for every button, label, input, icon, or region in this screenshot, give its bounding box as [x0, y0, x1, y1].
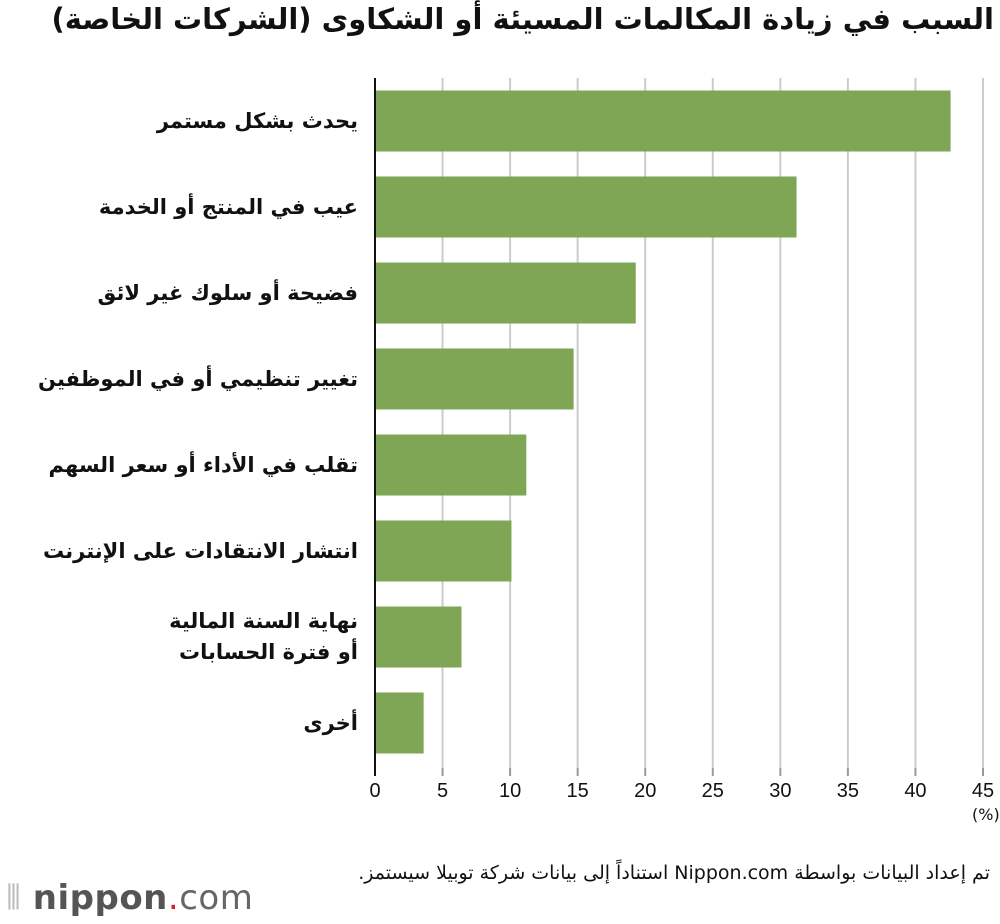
category-label: تقلب في الأداء أو سعر السهم	[48, 452, 358, 477]
x-tick-label: 35	[837, 780, 859, 800]
category-label: عيب في المنتج أو الخدمة	[98, 194, 358, 219]
bar	[375, 606, 462, 668]
bar-chart: 0 5 10 15 20 25 30 35 40 45	[369, 78, 994, 800]
bar	[375, 262, 636, 324]
bar	[375, 90, 951, 152]
category-label: تغيير تنظيمي أو في الموظفين	[38, 366, 358, 391]
bar	[375, 692, 424, 754]
category-label: أخرى	[303, 710, 358, 735]
chart-title: السبب في زيادة المكالمات المسيئة أو الشك…	[51, 2, 994, 36]
category-label: فضيحة أو سلوك غير لائق	[97, 280, 358, 305]
bar	[375, 434, 527, 496]
x-tick-label: 20	[634, 780, 656, 800]
x-tick-label: 45	[972, 780, 994, 800]
x-tick-label: 15	[567, 780, 589, 800]
x-tick-label: 30	[769, 780, 791, 800]
bar	[375, 348, 574, 410]
category-label: انتشار الانتقادات على الإنترنت	[43, 538, 358, 563]
logo-name: nippon	[32, 878, 168, 918]
nippon-logo: ⦀ nippon.com	[6, 878, 254, 918]
x-tick-label: 0	[369, 780, 380, 800]
x-tick-label: 40	[904, 780, 926, 800]
x-tick-label: 25	[702, 780, 724, 800]
bar	[375, 176, 797, 238]
category-label: يحدث بشكل مستمر	[156, 108, 358, 133]
logo-suffix: com	[179, 878, 254, 918]
bar	[375, 520, 512, 582]
logo-dot: .	[167, 878, 180, 918]
x-axis-unit: (%)	[972, 805, 1000, 824]
category-label: نهاية السنة المالية أو فترة الحسابات	[169, 609, 358, 664]
x-tick-label: 5	[437, 780, 448, 800]
source-note: تم إعداد البيانات بواسطة Nippon.com استن…	[358, 862, 990, 884]
x-tick-label: 10	[499, 780, 521, 800]
